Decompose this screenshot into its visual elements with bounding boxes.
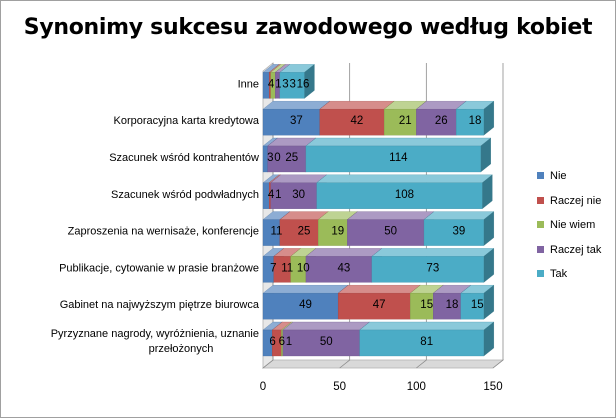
data-label: 19 <box>331 226 344 238</box>
data-label: 37 <box>290 115 303 127</box>
data-label: 3 <box>289 78 295 90</box>
data-label: 50 <box>384 226 397 238</box>
chart-category-labels: Inne Korporacyjna karta kredytowa Szacunek… <box>51 78 260 355</box>
data-label: 10 <box>297 262 310 274</box>
data-label: 25 <box>285 152 298 164</box>
legend-label: Nie wiem <box>550 219 596 231</box>
tick-label: 0 <box>260 381 266 393</box>
bar-segment <box>359 321 495 357</box>
bar-segment <box>423 211 495 246</box>
legend-item: Tak <box>537 267 615 292</box>
tick-label: 100 <box>407 381 426 393</box>
bar-segment <box>279 64 315 99</box>
data-label: 6 <box>279 336 285 348</box>
chart-legend: Nie Raczej nie Nie wiem Raczej tak Tak <box>537 169 615 292</box>
data-label: 18 <box>469 115 482 127</box>
gridline <box>492 63 504 369</box>
chart-floor <box>261 359 505 369</box>
data-label: 21 <box>399 115 412 127</box>
category-label: Gabinet na najwyższym piętrze biurowca <box>60 299 260 311</box>
legend-swatch <box>537 196 544 204</box>
data-label: 50 <box>320 336 333 348</box>
bar-segment <box>455 100 495 136</box>
data-label: 39 <box>453 226 466 238</box>
data-label: 43 <box>338 262 351 274</box>
tick-label: 50 <box>333 381 346 393</box>
category-label: Pyrzyznane nagrody, wyróżnienia, uznanie… <box>51 328 259 355</box>
bar-segment <box>460 284 495 320</box>
data-label: 15 <box>471 299 484 311</box>
bar-segment <box>305 137 492 173</box>
data-label: 49 <box>299 299 312 311</box>
data-label: 11 <box>270 226 282 238</box>
category-label: Inne <box>238 78 259 90</box>
bar-segment <box>409 284 444 320</box>
category-label: Zaproszenia na wernisaże, konferencje <box>68 226 259 238</box>
legend-label: Raczej nie <box>550 194 602 207</box>
data-label: 1 <box>286 336 292 348</box>
legend-item: Nie <box>537 169 615 194</box>
chart-bars <box>262 64 495 357</box>
data-label: 25 <box>298 226 311 238</box>
data-label: 16 <box>297 78 310 90</box>
data-label: 81 <box>420 336 433 348</box>
tick-label: 150 <box>483 381 502 393</box>
legend-label: Raczej tak <box>550 243 602 256</box>
data-label: 1 <box>275 78 281 90</box>
data-label: 18 <box>446 299 459 311</box>
legend-item: Nie wiem <box>537 218 615 243</box>
data-label: 7 <box>270 262 276 274</box>
chart-tick-labels: 0 50 100 150 <box>260 381 503 393</box>
data-label: 11 <box>281 262 293 274</box>
data-label: 47 <box>373 299 386 311</box>
category-label: Korporacyjna karta kredytowa <box>113 115 259 127</box>
data-label: 108 <box>395 189 414 201</box>
bar-segment <box>316 174 493 210</box>
bar-segment <box>371 248 495 283</box>
legend-swatch <box>537 245 544 253</box>
data-label: 4 <box>268 78 275 90</box>
data-label: 6 <box>269 336 275 348</box>
legend-item: Raczej tak <box>537 243 615 268</box>
legend-label: Tak <box>550 268 568 280</box>
legend-label: Nie <box>550 170 567 182</box>
data-label: 26 <box>435 115 448 127</box>
data-label: 114 <box>389 152 408 164</box>
category-label: Szacunek wśród podwładnych <box>111 189 259 201</box>
legend-swatch <box>537 270 544 277</box>
data-label: 3 <box>267 152 273 164</box>
data-label: 4 <box>268 189 275 201</box>
data-label: 0 <box>274 152 280 164</box>
data-label: 3 <box>282 78 288 90</box>
data-label: 30 <box>292 189 305 201</box>
data-label: 73 <box>426 262 439 274</box>
chart-title: Synonimy sukcesu zawodowego według kobie… <box>23 15 593 40</box>
legend-item: Raczej nie <box>537 194 615 219</box>
data-label: 15 <box>420 299 433 311</box>
data-label: 1 <box>275 189 281 201</box>
bar-segment <box>415 100 467 136</box>
legend-swatch <box>537 221 544 228</box>
category-label: Publikacje, cytowanie w prasie branżowe <box>59 262 259 274</box>
data-label: 42 <box>351 115 364 127</box>
category-label: Szacunek wśród kontrahentów <box>109 152 259 164</box>
legend-swatch <box>537 172 544 179</box>
